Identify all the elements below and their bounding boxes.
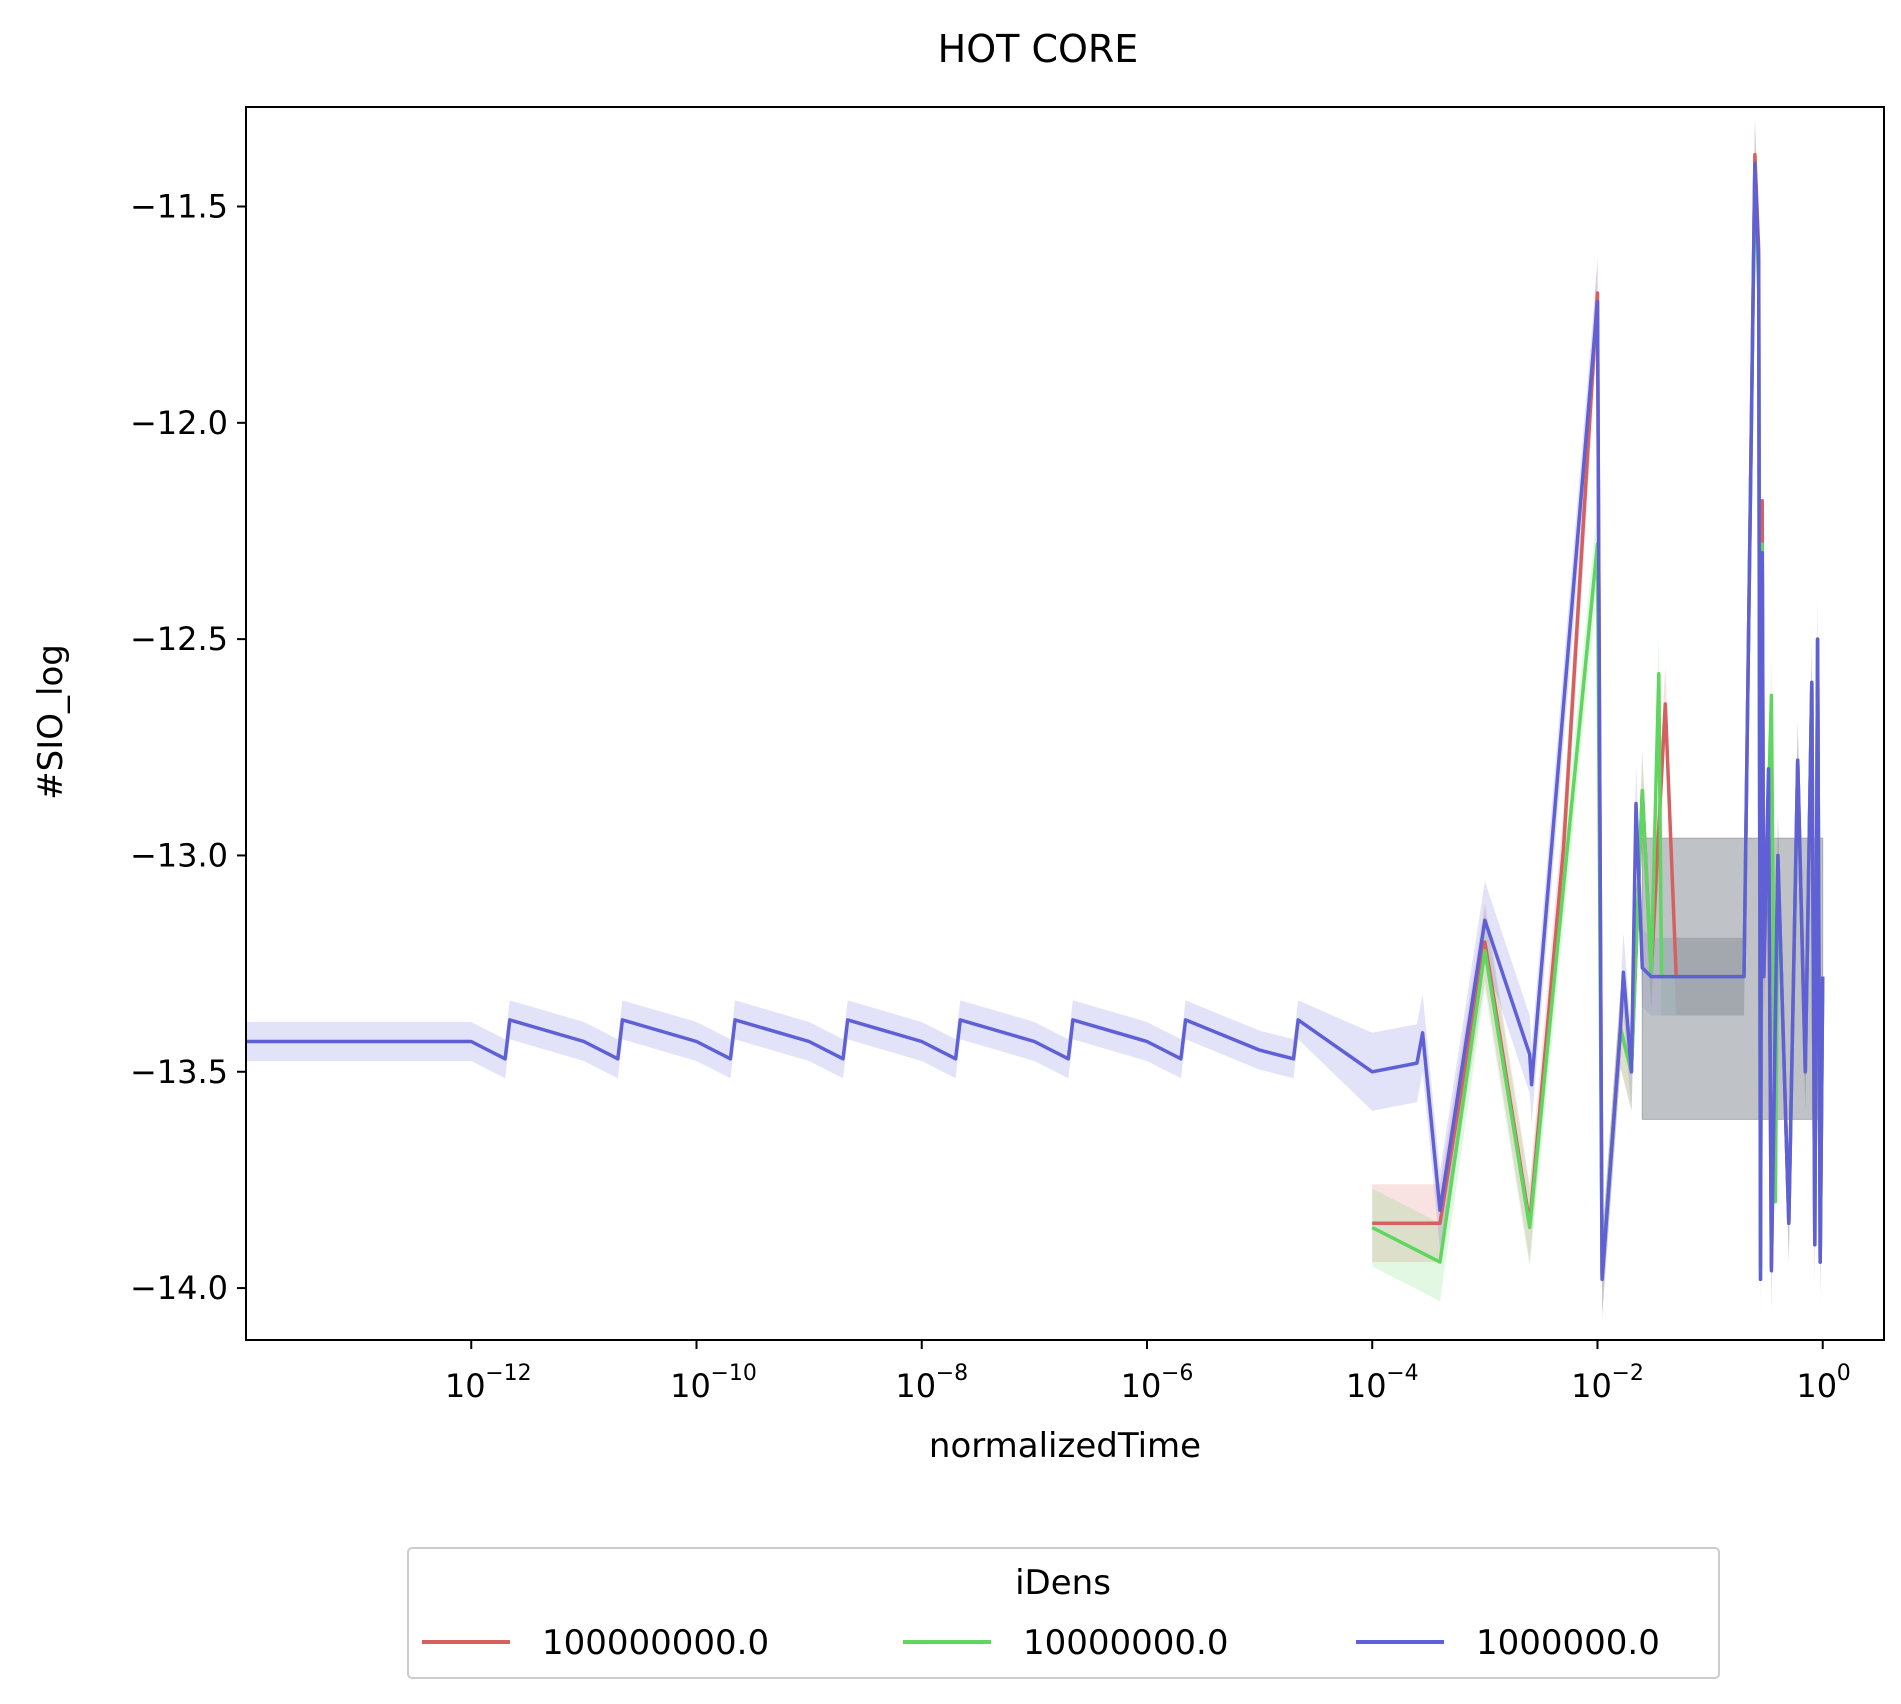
x-tick-exponent: 0 [1837,1361,1851,1386]
series-band-2 [246,124,1823,1319]
y-tick-label: −14.0 [130,1269,228,1307]
chart-title: HOT CORE [938,27,1139,71]
x-tick-exponent: −8 [936,1361,968,1386]
x-tick-label: 10 [895,1367,936,1405]
legend-label-0: 100000000.0 [542,1623,769,1663]
x-axis-label: normalizedTime [929,1426,1201,1466]
x-tick-exponent: −6 [1161,1361,1193,1386]
y-tick-label: −11.5 [130,188,228,226]
y-tick-label: −12.0 [130,404,228,442]
y-tick-label: −13.5 [130,1053,228,1091]
legend-title: iDens [1015,1563,1111,1603]
plot-area [246,152,1825,1282]
x-tick-label: 10 [1121,1367,1162,1405]
x-tick-exponent: −10 [710,1361,756,1386]
legend: iDens 100000000.0 10000000.0 1000000.0 [407,1547,1720,1679]
series-line-2 [246,161,1825,1282]
x-tick-label: 10 [1571,1367,1612,1405]
x-tick-exponent: −4 [1386,1361,1418,1386]
x-tick-exponent: −2 [1611,1361,1643,1386]
y-axis-label: #SIO_log [31,644,71,800]
x-tick-label: 10 [670,1367,711,1405]
x-tick-label: 10 [1796,1367,1837,1405]
legend-label-2: 1000000.0 [1476,1623,1660,1663]
legend-frame [407,1547,1720,1679]
x-tick-exponent: −12 [485,1361,531,1386]
legend-label-1: 10000000.0 [1023,1623,1229,1663]
y-tick-label: −13.0 [130,836,228,874]
x-tick-label: 10 [1346,1367,1387,1405]
y-axis: −11.5 −12.0 −12.5 −13.0 −13.5 −14.0 [130,188,246,1307]
x-axis: 10 −12 10 −10 10 −8 10 −6 10 −4 10 −2 10 0 [445,1340,1851,1405]
y-tick-label: −12.5 [130,620,228,658]
x-tick-label: 10 [445,1367,486,1405]
axes-frame [245,106,1885,1341]
